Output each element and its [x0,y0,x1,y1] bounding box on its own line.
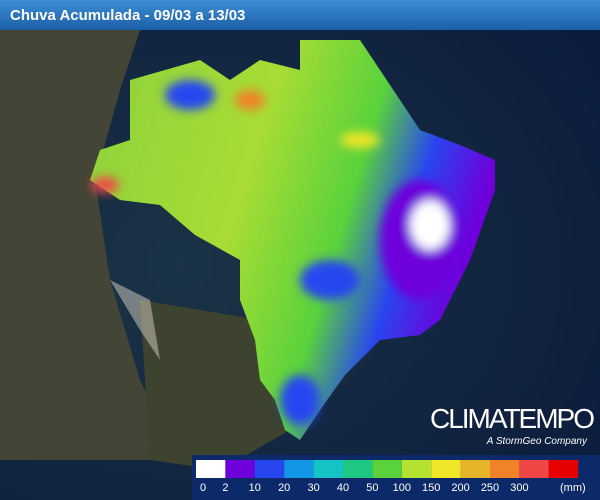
legend-label: 200 [451,482,469,494]
legend-label: 30 [307,482,319,494]
rain-blobs [91,80,460,425]
legend-label: 250 [481,482,499,494]
legend-swatch [431,460,461,478]
legend-swatch [313,460,343,478]
legend-swatch [343,460,373,478]
legend-swatch [225,460,255,478]
brazil-rainfall [90,40,495,440]
legend: 0 2 10 20 30 40 50 100 150 200 250 300 (mm) [196,460,586,494]
legend-label: 50 [366,482,378,494]
logo: CLIMATEMPO [430,403,595,434]
title: Chuva Acumulada - 09/03 a 13/03 [10,7,245,24]
legend-swatch [490,460,520,478]
land-west [0,30,180,460]
title-bar [0,0,600,30]
legend-swatch [196,460,226,478]
logo-tagline: A StormGeo Company [486,436,588,447]
legend-label: 40 [337,482,349,494]
legend-swatch [254,460,285,478]
legend-swatch [284,460,314,478]
legend-label: 20 [278,482,290,494]
legend-swatch [401,460,432,478]
andes [110,280,160,360]
legend-unit: (mm) [560,482,586,494]
legend-label: 0 [200,482,206,494]
legend-label: 2 [222,482,228,494]
legend-label: 150 [422,482,440,494]
legend-label: 10 [249,482,261,494]
legend-label: 300 [510,482,528,494]
legend-swatch [548,460,579,478]
legend-label: 100 [393,482,411,494]
legend-swatch [519,460,549,478]
legend-swatch [460,460,490,478]
legend-swatch [372,460,402,478]
